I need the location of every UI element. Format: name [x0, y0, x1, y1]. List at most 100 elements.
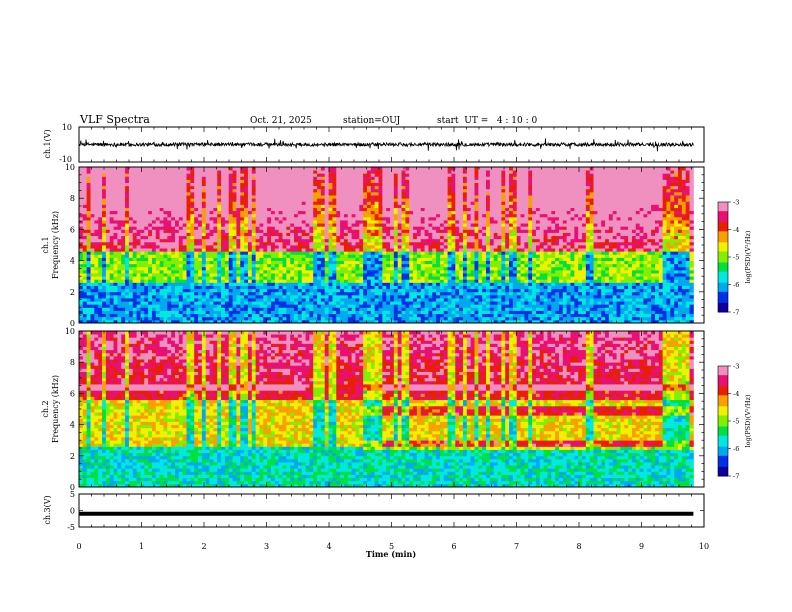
spectrogram-cell: [393, 282, 399, 286]
spectrogram-cell: [86, 316, 91, 321]
spectrogram-cell: [451, 257, 456, 261]
spectrogram-cell: [343, 245, 349, 249]
spectrogram-cell: [125, 213, 130, 218]
spectrogram-cell: [228, 188, 233, 193]
spectrogram-cell: [305, 167, 310, 171]
spectrogram-cell: [117, 170, 122, 174]
spectrogram-cell: [175, 235, 180, 240]
spectrogram-cell: [105, 285, 111, 290]
spectrogram-cell: [117, 304, 122, 308]
spectrogram-cell: [105, 238, 111, 243]
spectrogram-cell: [251, 257, 257, 261]
spectrogram-cell: [90, 226, 95, 230]
spectrogram-cell: [244, 191, 249, 196]
spectrogram-cell: [393, 182, 399, 187]
spectrogram-cell: [244, 276, 249, 280]
spectrogram-cell: [175, 294, 180, 299]
spectrogram-cell: [228, 170, 233, 174]
spectrogram-cell: [340, 179, 345, 183]
spectrogram-cell: [290, 254, 295, 258]
spectrogram-cell: [343, 257, 349, 261]
spectrogram-cell: [159, 238, 164, 243]
spectrogram-cell: [102, 301, 107, 305]
spectrogram-cell: [343, 248, 349, 252]
spectrogram-cell: [420, 263, 425, 268]
spectrogram-cell: [213, 273, 218, 277]
spectrogram-cell: [186, 254, 191, 258]
spectrogram-cell: [324, 210, 329, 215]
spectrogram-cell: [128, 241, 134, 246]
spectrogram-cell: [382, 198, 387, 202]
spectrogram-cell: [282, 170, 287, 174]
spectrogram-cell: [205, 170, 210, 174]
spectrogram-cell: [409, 257, 414, 261]
spectrogram-cell: [305, 235, 310, 240]
spectrogram-cell: [290, 307, 295, 311]
spectrogram-cell: [198, 254, 203, 258]
spectrogram-cell: [313, 167, 318, 171]
spectrogram-cell: [363, 195, 368, 199]
spectrogram-cell: [428, 254, 433, 258]
spectrogram-cell: [451, 298, 456, 302]
spectrogram-cell: [186, 313, 191, 318]
spectrogram-cell: [328, 210, 333, 215]
spectrogram-cell: [366, 251, 372, 255]
spectrogram-cell: [332, 229, 337, 233]
spectrogram-cell: [405, 216, 410, 221]
spectrogram-cell: [309, 294, 314, 299]
spectrogram-cell: [274, 291, 280, 296]
spectrogram-cell: [102, 223, 107, 227]
spectrogram-cell: [324, 232, 329, 237]
spectrogram-cell: [320, 238, 326, 243]
spectrogram-cell: [290, 241, 295, 246]
spectrogram-cell: [217, 307, 222, 311]
spectrogram-cell: [355, 210, 360, 215]
spectrogram-cell: [140, 307, 145, 311]
spectrogram-cell: [332, 310, 337, 315]
spectrogram-cell: [148, 216, 153, 221]
spectrogram-cell: [340, 294, 345, 299]
spectrogram-cell: [274, 273, 280, 277]
spectrogram-cell: [221, 319, 226, 324]
spectrogram-cell: [439, 182, 445, 187]
spectrogram-cell: [290, 204, 295, 208]
spectrogram-cell: [301, 288, 306, 293]
spectrogram-cell: [217, 229, 222, 233]
spectrogram-cell: [328, 248, 333, 252]
spectrogram-cell: [378, 188, 383, 193]
spectrogram-cell: [355, 251, 360, 255]
spectrogram-cell: [228, 257, 233, 261]
spectrogram-cell: [328, 229, 333, 233]
spectrogram-cell: [228, 298, 233, 302]
spectrogram-cell: [102, 173, 107, 177]
spectrogram-cell: [148, 301, 153, 305]
spectrogram-cell: [232, 257, 237, 261]
spectrogram-cell: [79, 269, 84, 274]
spectrogram-cell: [378, 201, 383, 205]
spectrogram-cell: [278, 251, 283, 255]
spectrogram-cell: [313, 223, 318, 227]
spectrogram-cell: [270, 191, 276, 196]
spectrogram-cell: [247, 216, 253, 221]
spectrogram-cell: [378, 291, 383, 296]
spectrogram-cell: [313, 216, 318, 221]
spectrogram-cell: [213, 291, 218, 296]
spectrogram-cell: [82, 245, 88, 249]
spectrogram-cell: [393, 210, 399, 215]
spectrogram-cell: [186, 235, 191, 240]
spectrogram-cell: [98, 191, 103, 196]
spectrogram-cell: [393, 288, 399, 293]
spectrogram-cell: [305, 304, 310, 308]
spectrogram-cell: [413, 294, 418, 299]
spectrogram-cell: [94, 173, 99, 177]
spectrogram-cell: [317, 191, 322, 196]
spectrogram-cell: [205, 226, 210, 230]
spectrogram-cell: [209, 198, 214, 202]
spectrogram-cell: [274, 204, 280, 208]
spectrogram-cell: [370, 307, 376, 311]
spectrogram-cell: [290, 273, 295, 277]
spectrogram-cell: [409, 282, 414, 286]
spectrogram-cell: [294, 216, 299, 221]
spectrogram-cell: [390, 201, 395, 205]
spectrogram-cell: [136, 263, 141, 268]
